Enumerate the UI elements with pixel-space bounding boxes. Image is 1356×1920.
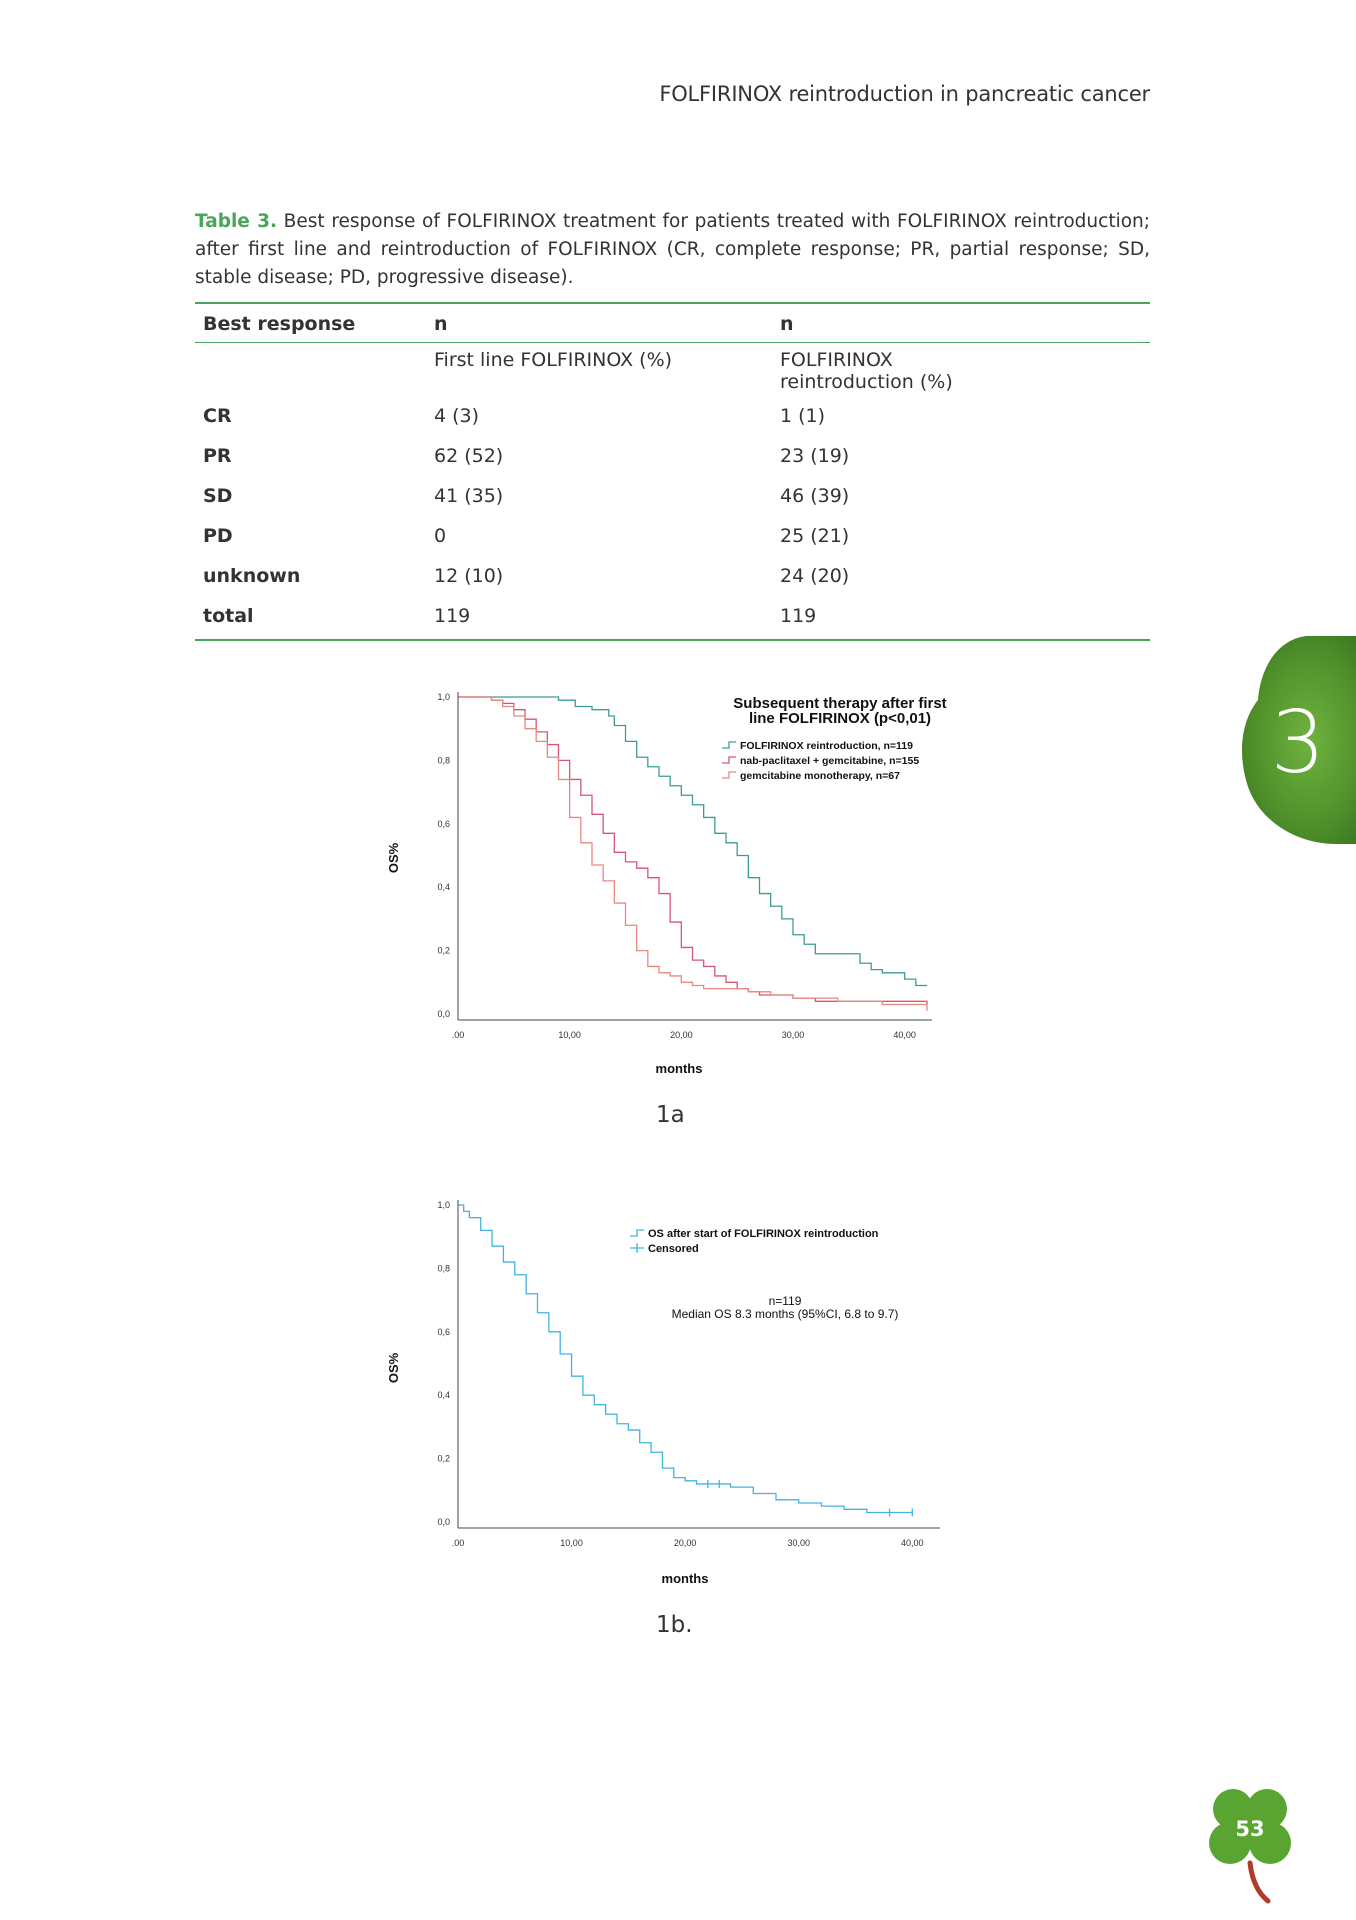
x-tick-label: 30,00 [782,1030,805,1040]
x-tick-label: 40,00 [901,1538,924,1548]
chart-1b-ylabel: OS% [386,1352,401,1383]
legend-swatch [722,741,736,749]
legend-label: Censored [648,1243,699,1255]
y-tick-label: 0,6 [437,1327,450,1337]
clover-stem [1247,1860,1271,1904]
series-line-0 [458,696,927,987]
legend-swatch [722,756,736,764]
table-row: unknown 12 (10) 24 (20) [195,559,1150,599]
header-best-response: Best response [195,302,426,343]
table-caption-label: Table 3. [195,211,277,232]
chart-1b-annotation-n: n=119 [769,1294,802,1308]
row-label: SD [203,485,233,507]
y-tick-label: 0,8 [437,755,450,765]
chart-1a-xlabel: months [656,1061,703,1076]
header-n-first: n [426,302,772,343]
row-value-reintro: 119 [772,599,1150,641]
subheader-first-line: First line FOLFIRINOX (%) [434,349,673,371]
x-tick-label: 20,00 [674,1538,697,1548]
y-tick-label: 0,0 [437,1517,450,1527]
x-tick-label: .00 [452,1030,465,1040]
chart-1a-ylabel: OS% [386,842,401,873]
page-number-clover: 53 [1209,1789,1291,1904]
chart-1a-title-line: Subsequent therapy after first [733,695,946,712]
table-row: total 119 119 [195,599,1150,641]
x-tick-label: .00 [452,1538,465,1548]
chapter-tab: 3 [1242,636,1356,844]
row-value-first: 119 [426,599,772,641]
series-line-2 [458,696,928,1011]
clover-icon [1209,1789,1291,1864]
table-row: CR 4 (3) 1 (1) [195,399,1150,439]
chart-1a-title-line: line FOLFIRINOX (p<0,01) [749,710,931,727]
y-tick-label: 0,4 [437,882,450,892]
row-label: PR [203,445,232,467]
row-value-first: 41 (35) [434,485,504,507]
y-tick-label: 0,8 [437,1263,450,1273]
row-value-first: 4 (3) [434,405,480,427]
row-label: unknown [203,565,301,587]
row-value-reintro: 25 (21) [780,525,850,547]
table-caption: Table 3. Best response of FOLFIRINOX tre… [195,208,1150,292]
legend-label: OS after start of FOLFIRINOX reintroduct… [648,1228,879,1240]
series-line-0 [458,1204,913,1514]
row-label: CR [203,405,232,427]
table-subheader-row: First line FOLFIRINOX (%) FOLFIRINOX rei… [195,343,1150,400]
figure-label-1b: 1b. [656,1612,693,1638]
table-header-row: Best response n n [195,302,1150,343]
subheader-reintroduction: FOLFIRINOX reintroduction (%) [780,349,953,393]
table-row: PD 0 25 (21) [195,519,1150,559]
legend-swatch [630,1229,644,1237]
row-value-reintro: 46 (39) [780,485,850,507]
row-value-first: 12 (10) [434,565,504,587]
legend-swatch [630,1243,644,1253]
y-tick-label: 1,0 [437,692,450,702]
chart-1a-title: Subsequent therapy after first line FOLFI… [733,695,946,727]
row-label: PD [203,525,233,547]
y-tick-label: 0,4 [437,1390,450,1400]
chart-1a-legend: FOLFIRINOX reintroduction, n=119 nab-pacl… [722,740,919,782]
legend-label: FOLFIRINOX reintroduction, n=119 [740,740,913,752]
chapter-number: 3 [1271,693,1326,793]
table-caption-text: Best response of FOLFIRINOX treatment fo… [195,211,1150,288]
table-row: PR 62 (52) 23 (19) [195,439,1150,479]
row-value-first: 0 [434,525,447,547]
x-tick-label: 20,00 [670,1030,693,1040]
legend-label: gemcitabine monotherapy, n=67 [740,770,900,782]
row-value-reintro: 24 (20) [780,565,850,587]
chart-1b-legend: OS after start of FOLFIRINOX reintroduct… [630,1228,879,1255]
chapter-blob-shape [1242,636,1356,844]
y-tick-label: 0,0 [437,1009,450,1019]
figure-label-1a: 1a [656,1102,685,1128]
row-label: total [195,599,426,641]
subheader-empty [195,343,426,400]
row-value-reintro: 23 (19) [780,445,850,467]
x-tick-label: 30,00 [787,1538,810,1548]
survival-chart-1b: OS after start of FOLFIRINOX reintroduct… [386,1200,940,1586]
x-tick-label: 10,00 [558,1030,581,1040]
x-tick-label: 10,00 [560,1538,583,1548]
chart-1b-xlabel: months [662,1571,709,1586]
running-head: FOLFIRINOX reintroduction in pancreatic … [659,82,1150,106]
x-tick-label: 40,00 [893,1030,916,1040]
header-n-reintro: n [772,302,1150,343]
row-value-reintro: 1 (1) [780,405,826,427]
y-tick-label: 1,0 [437,1200,450,1210]
response-table: Best response n n First line FOLFIRINOX … [195,302,1150,641]
chart-1b-annotation-median: Median OS 8.3 months (95%CI, 6.8 to 9.7) [672,1307,899,1321]
y-tick-label: 0,2 [437,1454,450,1464]
table-row: SD 41 (35) 46 (39) [195,479,1150,519]
legend-label: nab-paclitaxel + gemcitabine, n=155 [740,755,919,767]
page-number: 53 [1235,1817,1264,1841]
y-tick-label: 0,2 [437,946,450,956]
legend-swatch [722,771,736,779]
y-tick-label: 0,6 [437,819,450,829]
survival-chart-1a: Subsequent therapy after first line FOLFI… [386,692,947,1076]
row-value-first: 62 (52) [434,445,504,467]
